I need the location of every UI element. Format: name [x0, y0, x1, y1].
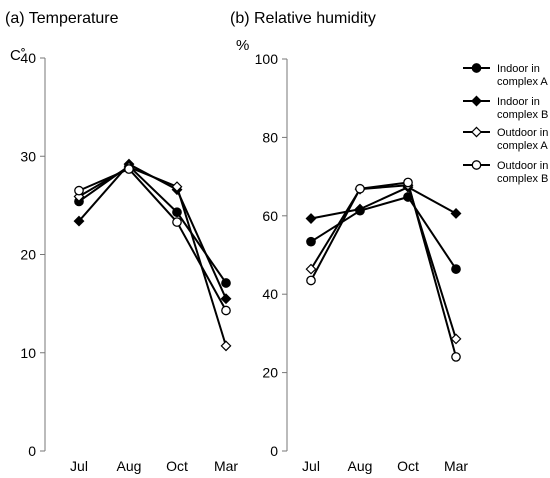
temperature-x-tick-label: Oct: [166, 458, 188, 474]
humidity-series-line-outdoor-in-complex-b: [310, 181, 457, 358]
temperature-y-tick-label: 10: [20, 345, 36, 361]
legend-marker-open-diamond: [471, 126, 482, 138]
legend-label-line2: complex B: [497, 109, 548, 121]
humidity-y-tick-label: 40: [262, 286, 278, 302]
humidity-series-line-indoor-in-complex-b: [310, 186, 457, 220]
humidity-y-tick-label: 0: [270, 443, 278, 459]
temperature-x-tick-label: Mar: [214, 458, 238, 474]
humidity-point-outdoor-in-complex-b: [451, 352, 461, 362]
legend-label-line2: complex A: [497, 76, 548, 88]
temperature-point-outdoor-in-complex-a: [220, 340, 232, 352]
legend-label-line1: Indoor in: [497, 96, 540, 108]
legend-label-line2: complex B: [497, 173, 548, 185]
temperature-y-tick-label: 0: [28, 443, 36, 459]
humidity-x-tick-label: Jul: [302, 458, 320, 474]
humidity-point-outdoor-in-complex-b: [355, 183, 365, 194]
legend-label-line1: Indoor in: [497, 63, 540, 75]
temperature-point-outdoor-in-complex-a: [73, 191, 85, 202]
temperature-point-indoor-in-complex-b: [73, 215, 85, 227]
humidity-point-indoor-in-complex-a: [403, 192, 413, 202]
temperature-point-outdoor-in-complex-a: [171, 181, 183, 193]
legend-label-line1: Outdoor in: [497, 160, 548, 172]
temperature-point-outdoor-in-complex-b: [124, 164, 134, 174]
humidity-title: (b) Relative humidity: [230, 10, 376, 27]
temperature-point-outdoor-in-complex-b: [74, 185, 84, 196]
temperature-y-tick-label: 20: [20, 247, 36, 263]
humidity-point-indoor-in-complex-b: [305, 213, 317, 224]
humidity-x-tick-label: Mar: [444, 458, 468, 474]
temperature-unit-label: C˚: [10, 47, 26, 64]
temperature-series-line-indoor-in-complex-a: [78, 165, 227, 284]
humidity-y-tick-label: 80: [262, 129, 278, 145]
humidity-x-tick-label: Aug: [348, 458, 373, 474]
humidity-panel: (b) Relative humidity % 0 20 40 60 80 100 Jul A…: [230, 10, 468, 474]
temperature-series-line-outdoor-in-complex-b: [78, 168, 227, 311]
legend-marker-filled-circle: [471, 63, 482, 73]
humidity-point-outdoor-in-complex-b: [403, 177, 413, 188]
humidity-series-line-indoor-in-complex-a: [310, 195, 457, 270]
temperature-x-tick-label: Jul: [70, 458, 88, 474]
legend-label-line2: complex A: [497, 140, 548, 152]
legend-marker-open-circle: [471, 160, 482, 170]
humidity-point-indoor-in-complex-a: [451, 264, 461, 274]
temperature-y-tick-label: 40: [20, 50, 36, 66]
temperature-panel: (a) Temperature C˚ 0 10 20 30 40 Jul Aug Oct Mar: [5, 10, 238, 474]
humidity-unit-label: %: [236, 37, 249, 54]
temperature-point-outdoor-in-complex-b: [221, 305, 231, 316]
temperature-x-tick-label: Aug: [117, 458, 142, 474]
humidity-y-tick-label: 60: [262, 208, 278, 224]
humidity-point-outdoor-in-complex-a: [450, 333, 462, 345]
temperature-point-indoor-in-complex-a: [172, 207, 182, 218]
humidity-x-tick-label: Oct: [397, 458, 419, 474]
humidity-y-tick-label: 20: [262, 365, 278, 381]
humidity-point-indoor-in-complex-a: [306, 236, 316, 247]
humidity-y-tick-label: 100: [255, 51, 279, 67]
temperature-title: (a) Temperature: [5, 10, 119, 27]
temperature-point-indoor-in-complex-a: [221, 278, 231, 288]
temperature-point-outdoor-in-complex-b: [172, 217, 182, 227]
humidity-point-outdoor-in-complex-a: [305, 263, 317, 275]
legend-label-line1: Outdoor in: [497, 127, 548, 139]
temperature-point-indoor-in-complex-b: [220, 293, 232, 305]
humidity-series-line-outdoor-in-complex-a: [310, 184, 457, 340]
legend-marker-filled-diamond: [471, 95, 482, 107]
humidity-point-indoor-in-complex-b: [450, 207, 462, 219]
temperature-y-tick-label: 30: [20, 148, 36, 164]
humidity-point-outdoor-in-complex-b: [306, 275, 316, 286]
humidity-point-indoor-in-complex-b: [354, 203, 366, 215]
